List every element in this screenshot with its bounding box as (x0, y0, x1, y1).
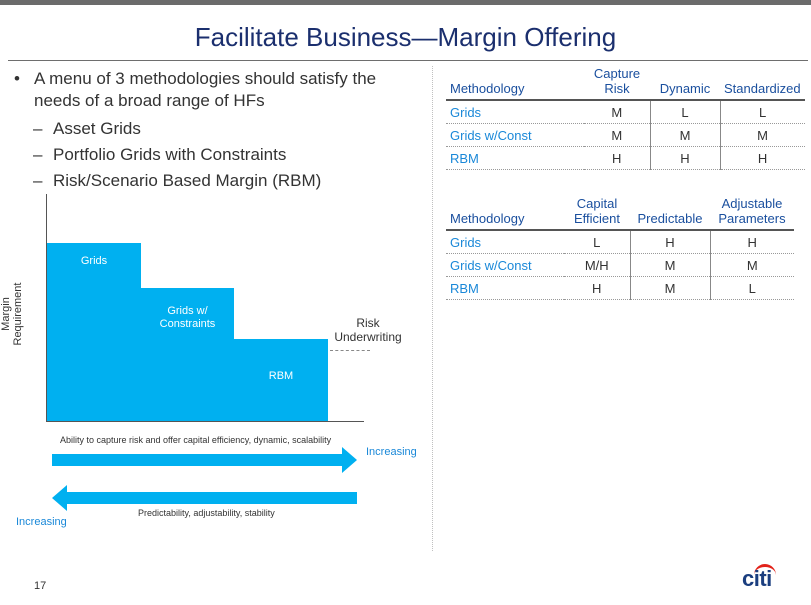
logo-arc-icon (754, 564, 776, 577)
sub-item-portfolio-grids: – Portfolio Grids with Constraints (33, 145, 286, 165)
table-row: RBM H M L (446, 276, 794, 300)
header-capture-risk: Capture Risk (584, 66, 650, 101)
row-label: RBM (446, 146, 584, 170)
left-arrow-caption: Predictability, adjustability, stability (138, 508, 275, 518)
dash-1: – (33, 119, 43, 138)
table-row: Grids M L L (446, 100, 805, 124)
x-axis-line (46, 421, 364, 422)
title-divider (8, 60, 808, 61)
sub-item-asset-grids: – Asset Grids (33, 119, 141, 139)
dash-2: – (33, 145, 43, 164)
cell: H (649, 146, 721, 170)
risk-underwriting-label: Risk Underwriting (334, 316, 402, 344)
cell: L (720, 100, 805, 124)
right-arrow-label: Increasing (366, 446, 417, 458)
cell: H (720, 146, 805, 170)
table-header-row: Methodology Capital Efficient Predictable… (446, 196, 794, 231)
cell: M (649, 123, 721, 147)
cell: M (720, 123, 805, 147)
column-divider (432, 66, 433, 551)
cell: L (564, 230, 630, 254)
row-label: Grids (446, 100, 584, 124)
table-row: RBM H H H (446, 146, 805, 170)
row-label: Grids w/Const (446, 253, 564, 277)
cell: M (710, 253, 794, 277)
slide-title: Facilitate Business—Margin Offering (194, 22, 617, 52)
citi-logo: citi (742, 566, 772, 591)
bullet-symbol: • (14, 69, 20, 88)
y-axis-line (46, 194, 47, 422)
header-capital-efficient: Capital Efficient (564, 196, 630, 231)
right-arrow-caption: Ability to capture risk and offer capita… (60, 435, 332, 445)
cell: H (584, 146, 650, 170)
header-predictable: Predictable (630, 196, 710, 231)
header-methodology: Methodology (446, 196, 564, 231)
top-bar (0, 0, 811, 5)
header-standardized: Standardized (720, 66, 805, 101)
sub-item-label: Asset Grids (53, 119, 141, 138)
risk-underwriting-line (330, 350, 370, 351)
block-label: RBM (268, 370, 294, 382)
header-methodology: Methodology (446, 66, 584, 101)
right-arrow-icon (52, 447, 357, 473)
sub-item-label: Risk/Scenario Based Margin (RBM) (53, 171, 322, 190)
block-rbm: RBM (234, 339, 328, 421)
table-row: Grids w/Const M M M (446, 123, 805, 147)
cell: M (584, 123, 650, 147)
table-header-row: Methodology Capture Risk Dynamic Standard… (446, 66, 805, 101)
cell: H (710, 230, 794, 254)
sub-item-label: Portfolio Grids with Constraints (53, 145, 287, 164)
cell: L (710, 276, 794, 300)
block-label: Grids w/Constraints (159, 305, 216, 330)
header-dynamic: Dynamic (650, 66, 720, 101)
cell: M (629, 276, 711, 300)
block-label: Grids (80, 255, 108, 267)
cell: M (629, 253, 711, 277)
y-axis-label: Margin Requirement (0, 282, 24, 346)
sub-item-rbm: – Risk/Scenario Based Margin (RBM) (33, 171, 321, 191)
header-adjustable-parameters: Adjustable Parameters (710, 196, 794, 231)
cell: H (564, 276, 630, 300)
cell: M (584, 100, 650, 124)
row-label: Grids w/Const (446, 123, 584, 147)
cell: H (629, 230, 711, 254)
dash-3: – (33, 171, 43, 190)
cell: L (649, 100, 721, 124)
bullet-text: A menu of 3 methodologies should satisfy… (34, 69, 377, 110)
left-arrow-icon (52, 485, 357, 511)
table-row: Grids w/Const M/H M M (446, 253, 794, 277)
left-arrow-label: Increasing (16, 516, 67, 528)
table-row: Grids L H H (446, 230, 794, 254)
cell: M/H (564, 253, 630, 277)
methodology-table-1: Methodology Capture Risk Dynamic Standard… (446, 66, 805, 170)
block-base (47, 339, 234, 421)
row-label: Grids (446, 230, 564, 254)
methodology-table-2: Methodology Capital Efficient Predictable… (446, 196, 794, 300)
row-label: RBM (446, 276, 564, 300)
page-number: 17 (34, 580, 47, 592)
